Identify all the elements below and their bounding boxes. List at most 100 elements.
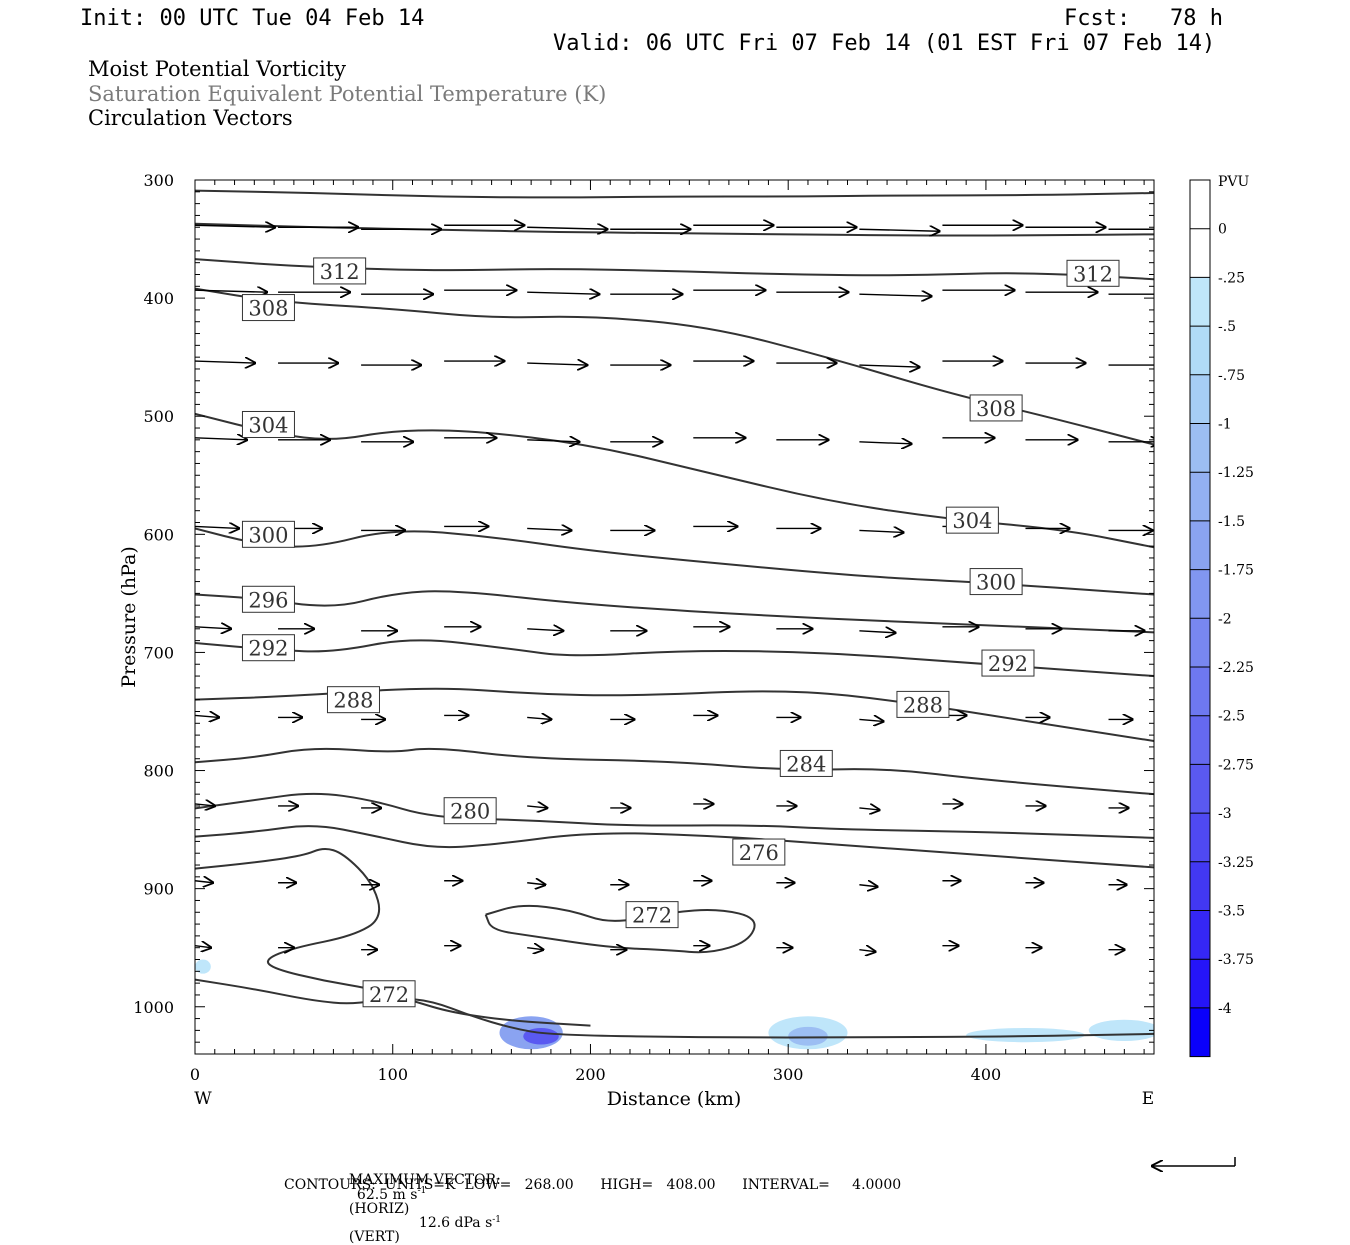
theta-contour-4 [195,412,1154,549]
theta-contour-10 [195,792,1154,839]
colorbar-swatch [1190,520,1210,570]
contour-label-box [896,690,950,718]
circulation-vector [859,950,875,952]
contour-label: 304 [952,509,992,533]
circulation-vector [859,442,911,444]
vert-exponent: -1 [492,1214,502,1225]
circulation-vector [195,804,215,806]
circulation-vector [527,629,563,631]
field-title-pv: Moist Potential Vorticity [88,57,346,81]
contour-label-box [443,797,497,825]
circulation-vector [859,530,903,532]
circulation-vector [527,292,599,294]
max-vector-label: MAXIMUM VECTOR: [348,1172,501,1188]
colorbar-swatch [1190,277,1210,327]
contour-label-box [241,410,295,438]
colorbar-swatch [1190,861,1210,911]
circulation-vector [195,881,213,883]
circulation-vector [527,883,545,885]
colorbar-swatch [1190,959,1210,1008]
y-axis-title: Pressure (hPa) [118,546,140,688]
y-tick-label: 500 [143,407,174,426]
contour-label: 300 [976,571,1016,595]
contour-label-box [313,257,367,285]
circulation-vector [859,808,879,810]
max-vert-value: 12.6 dPa s [418,1215,493,1232]
circulation-vector [195,225,275,227]
theta-contour-6 [195,590,1154,634]
colorbar-tick-label: -2.5 [1218,709,1245,725]
circulation-vector [195,290,267,292]
contour-label: 288 [333,689,373,713]
field-title-theta: Saturation Equivalent Potential Temperat… [88,82,607,106]
colorbar-tick-label: -1.5 [1218,514,1245,530]
x-tick-label: 300 [773,1065,804,1084]
colorbar-tick-label: -2.25 [1218,660,1254,676]
contour-label: 288 [903,693,943,717]
contour-label-box [1066,259,1120,287]
colorbar-swatch [1190,228,1210,278]
colorbar-tick-label: -2.75 [1218,757,1254,773]
colorbar-swatch [1190,715,1210,765]
circulation-vector [195,361,255,363]
colorbar-tick-label: -3.5 [1218,904,1245,920]
x-tick-label: 0 [190,1065,200,1084]
field-title-vectors: Circulation Vectors [88,106,293,130]
contour-label: 280 [450,800,490,824]
colorbar-swatch [1190,1007,1210,1057]
circulation-vector [859,229,939,231]
circulation-vector [527,948,543,950]
y-tick-label: 800 [143,762,174,781]
colorbar-swatch [1190,326,1210,375]
circulation-vector [859,885,877,887]
x-left-end-label: W [194,1089,212,1109]
init-time: Init: 00 UTC Tue 04 Feb 14 [80,6,425,31]
contour-label-box [326,686,380,714]
theta-contour-11 [195,825,1154,869]
circulation-vector [527,528,571,530]
pv-shading-6 [195,959,211,974]
colorbar-swatch [1190,423,1210,473]
x-right-end-label: E [1142,1089,1154,1109]
colorbar-swatch [1190,910,1210,960]
max-vector-line: MAXIMUM VECTOR: 62.5 m s-1 (HORIZ) 12.6 … [340,1159,501,1244]
colorbar-tick-label: 0 [1218,222,1227,238]
circulation-vector [527,227,607,229]
contour-label: 272 [632,904,672,928]
contour-label: 312 [320,260,360,284]
colorbar-tick-label: -3.75 [1218,952,1254,968]
colorbar-swatch [1190,569,1210,619]
contour-label-box [625,901,679,929]
y-tick-label: 600 [143,525,174,544]
colorbar-swatch [1190,618,1210,667]
theta-contour-8 [195,687,1154,743]
contour-label: 284 [786,752,826,776]
colorbar-swatch [1190,180,1210,229]
y-tick-label: 300 [143,171,174,190]
x-tick-label: 200 [575,1065,606,1084]
colorbar-tick-label: -.25 [1218,270,1245,286]
colorbar-tick-label: -.5 [1218,319,1236,335]
forecast-hour: Fcst: 78 h [1064,6,1223,31]
contour-label-box [969,568,1023,596]
colorbar-swatch [1190,472,1210,521]
circulation-vector [859,365,919,367]
colorbar-tick-label: -1.25 [1218,465,1254,481]
contour-label: 276 [739,841,779,865]
theta-contour-13 [195,978,1154,1039]
circulation-vector [859,294,931,296]
circulation-vector [527,806,547,808]
horiz-exponent: -1 [417,1186,427,1196]
theta-contour-3 [195,287,1154,446]
contour-label-box [732,838,786,866]
vert-tag: (VERT) [348,1229,400,1245]
colorbar-swatch [1190,374,1210,424]
circulation-vector [859,631,895,633]
y-tick-label: 400 [143,289,174,308]
contour-label: 308 [248,297,288,321]
x-tick-label: 100 [377,1065,408,1084]
contour-label-box [241,585,295,613]
colorbar-tick-label: -2 [1218,611,1232,627]
contour-label-box [969,394,1023,422]
circulation-vector [527,717,551,719]
